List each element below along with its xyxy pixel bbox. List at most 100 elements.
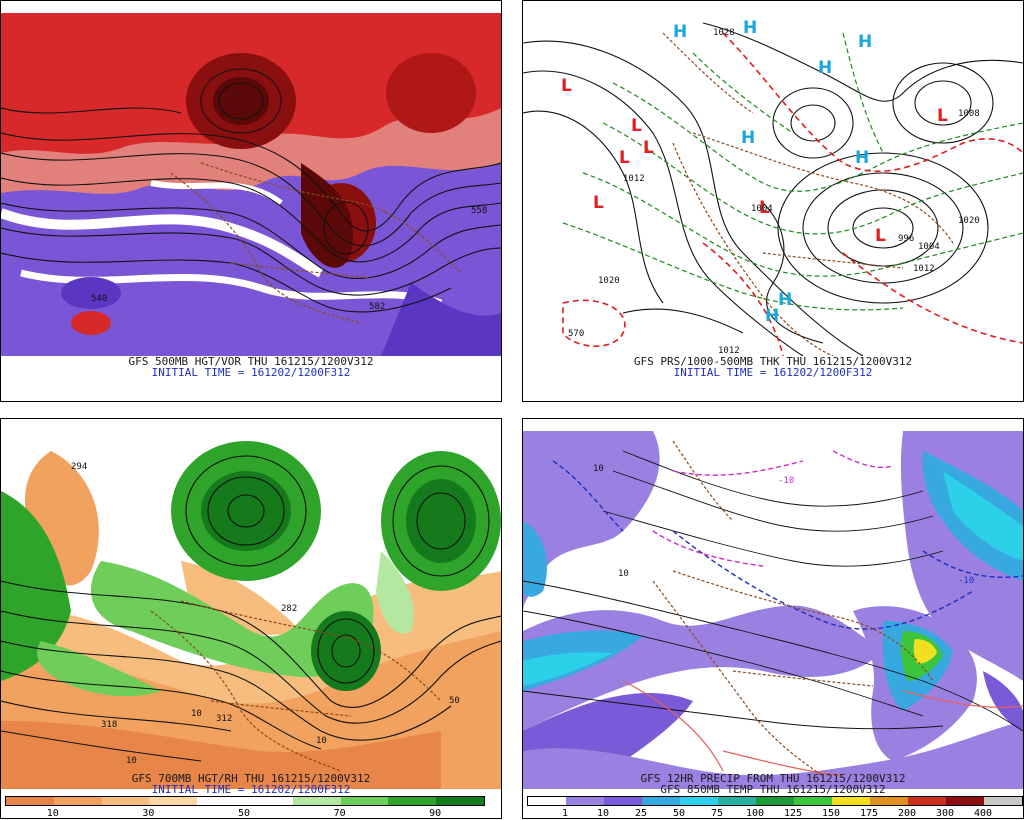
colorbar-swatch: [101, 797, 150, 805]
colorbar-tick-label: 75: [710, 808, 724, 819]
colorbar-swatch: [794, 797, 832, 805]
colorbar-tick-label: 10: [596, 808, 610, 819]
colorbar-tick-label: 300: [935, 808, 955, 819]
contour-label: 294: [71, 462, 87, 472]
isobar-label: 1004: [751, 204, 773, 214]
colorbar-swatch: [908, 797, 946, 805]
initial-time: INITIAL TIME = 161202/1200F312: [151, 366, 351, 379]
high-pressure-marker: H: [778, 290, 792, 310]
low-pressure-marker: L: [643, 138, 654, 158]
isobar-label: 1020: [958, 216, 980, 226]
rh-label: 50: [449, 696, 460, 706]
panel-700mb-hgt-rh: 312 318 282 294 10 10 50 10 GFS 700MB HG…: [0, 418, 502, 819]
low-pressure-marker: L: [631, 116, 642, 136]
high-pressure-marker: H: [818, 58, 832, 78]
isobar-label: 996: [898, 234, 914, 244]
colorbar-swatch: [388, 797, 437, 805]
colorbar-swatch: [53, 797, 102, 805]
temp-label: -10: [958, 576, 974, 586]
temp-label: 10: [593, 464, 604, 474]
rh-label: 10: [191, 709, 202, 719]
colorbar-swatch: [718, 797, 756, 805]
isobar-label: 1012: [623, 174, 645, 184]
low-pressure-marker: L: [561, 76, 572, 96]
panel-500mb-hgt-vor: 582 540 558 GFS 500MB HGT/VOR THU 161215…: [0, 0, 502, 402]
colorbar-swatch: [870, 797, 908, 805]
colorbar-swatch: [149, 797, 198, 805]
colorbar-swatch: [832, 797, 870, 805]
colorbar-tick-label: 400: [973, 808, 993, 819]
contour-label: 540: [91, 294, 107, 304]
rh-label: 10: [126, 756, 137, 766]
isobar-label: 1028: [713, 28, 735, 38]
colorbar-swatch: [566, 797, 604, 805]
colorbar-tick-label: 125: [783, 808, 803, 819]
colorbar-tick-label: 200: [897, 808, 917, 819]
isobar-label: 1012: [718, 346, 740, 356]
isobar-label: 1012: [913, 264, 935, 274]
low-pressure-marker: L: [937, 106, 948, 126]
colorbar-tick-label: 90: [429, 808, 442, 819]
rh-colorbar-ticks: 10 30 50 70 90: [5, 808, 483, 820]
colorbar-swatch: [292, 797, 341, 805]
colorbar-tick-label: 50: [237, 808, 251, 819]
panel-title: GFS PRS/1000-500MB THK THU 161215/1200V3…: [633, 355, 913, 368]
low-pressure-marker: L: [619, 148, 630, 168]
high-pressure-marker: H: [673, 22, 687, 42]
isobar-label: 1020: [598, 276, 620, 286]
colorbar-tick-label: 10: [46, 808, 59, 819]
colorbar-swatch: [244, 797, 293, 805]
colorbar-swatch: [756, 797, 794, 805]
rh-colorbar: [5, 796, 485, 806]
precipitation-map: 10 -10 10 -10: [523, 431, 1023, 789]
temp-label: 10: [618, 569, 629, 579]
panel-prs-thickness: H H H H H H H H L L L L L L L L 1028 102…: [522, 0, 1024, 402]
low-pressure-marker: L: [875, 226, 886, 246]
colorbar-swatch: [436, 797, 484, 805]
isobar-label: 1004: [918, 242, 940, 252]
colorbar-tick-label: 100: [745, 808, 765, 819]
colorbar-swatch: [642, 797, 680, 805]
isobar-label: 1008: [958, 109, 980, 119]
colorbar-tick-label: 30: [142, 808, 155, 819]
high-pressure-marker: H: [741, 128, 755, 148]
high-pressure-marker: H: [855, 148, 869, 168]
colorbar-tick-label: 175: [859, 808, 879, 819]
colorbar-swatch: [604, 797, 642, 805]
temp-label: -10: [778, 476, 794, 486]
panel-subtitle: GFS 850MB TEMP THU 161215/1200V312: [660, 783, 886, 796]
contour-label: 282: [281, 604, 297, 614]
contour-label: 312: [216, 714, 232, 724]
panel-title: GFS 12HR PRECIP FROM THU 161215/1200V312: [640, 772, 906, 785]
contour-label: 558: [471, 206, 487, 216]
contour-label: 318: [101, 720, 117, 730]
high-pressure-marker: H: [743, 18, 757, 38]
colorbar-tick-label: 25: [634, 808, 648, 819]
thickness-label: 570: [568, 329, 584, 339]
contour-label: 582: [369, 302, 385, 312]
colorbar-tick-label: 150: [821, 808, 841, 819]
panel-title: GFS 500MB HGT/VOR THU 161215/1200V312: [128, 355, 374, 368]
panel-precip-850temp: 10 -10 10 -10 GFS 12HR PRECIP FROM THU 1…: [522, 418, 1024, 819]
initial-time: INITIAL TIME = 161202/1200F312: [673, 366, 873, 379]
panel-title: GFS 700MB HGT/RH THU 161215/1200V312: [131, 772, 371, 785]
precip-colorbar-ticks: 1 10 25 50 75 100 125 150 175 200 300 400: [527, 808, 1021, 820]
colorbar-swatch: [946, 797, 984, 805]
pressure-thickness-map: H H H H H H H H L L L L L L L L 1028 102…: [523, 13, 1023, 356]
high-pressure-marker: H: [765, 306, 779, 326]
colorbar-swatch: [197, 797, 245, 805]
colorbar-swatch: [984, 797, 1022, 805]
colorbar-tick-label: 1: [561, 808, 569, 819]
vorticity-map: 582 540 558: [1, 13, 501, 356]
colorbar-tick-label: 70: [333, 808, 346, 819]
colorbar-tick-label: 50: [672, 808, 686, 819]
initial-time: INITIAL TIME = 161202/1200F312: [151, 783, 351, 796]
relative-humidity-map: 312 318 282 294 10 10 50 10: [1, 431, 501, 789]
precip-colorbar: [527, 796, 1023, 806]
colorbar-swatch: [528, 797, 566, 805]
low-pressure-marker: L: [759, 198, 770, 218]
colorbar-swatch: [680, 797, 718, 805]
high-pressure-marker: H: [858, 32, 872, 52]
colorbar-swatch: [6, 797, 54, 805]
rh-label: 10: [316, 736, 327, 746]
